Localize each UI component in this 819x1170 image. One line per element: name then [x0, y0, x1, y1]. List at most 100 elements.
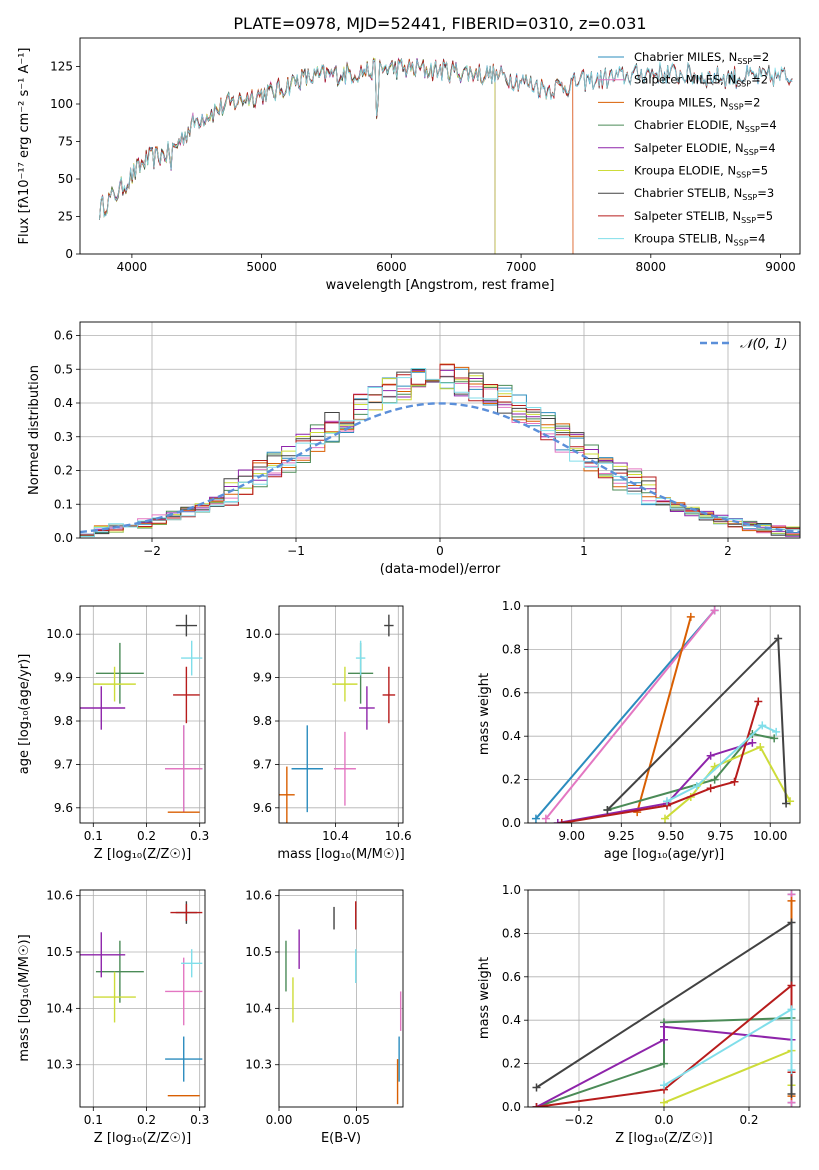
data-point	[95, 940, 144, 1003]
plus-marker	[772, 727, 781, 736]
y-tick-label: 10.3	[46, 1058, 73, 1072]
y-tick-label: 0.0	[54, 531, 73, 545]
weight-line	[545, 609, 716, 820]
panel-age_vs_mass: 10.4 10.6 9.6 9.7 9.8 9.9 10.0 mass [log₁₀(M/M☉…	[245, 605, 412, 862]
plot-area	[80, 614, 203, 813]
y-axis-label: age [log₁₀(age/yr)]	[17, 654, 32, 775]
x-axis-label: (data-model)/error	[380, 562, 501, 577]
data-point	[332, 666, 358, 702]
legend-label: Kroupa ELODIE, NSSP=5	[634, 164, 768, 180]
x-tick-label: 0.3	[190, 829, 209, 843]
x-axis-label: age [log₁₀(age/yr)]	[604, 847, 725, 862]
y-tick-label: 10.4	[245, 1001, 272, 1015]
x-tick-label: 5000	[246, 260, 277, 274]
data-point	[165, 1036, 203, 1082]
y-tick-label: 9.9	[253, 671, 272, 685]
x-tick-label: 0.3	[190, 1113, 209, 1127]
weight-line	[663, 1049, 793, 1104]
y-tick-label: 1.0	[502, 883, 521, 897]
legend-label: Chabrier STELIB, NSSP=3	[634, 186, 774, 202]
data-point	[181, 640, 203, 676]
x-tick-label: 0.00	[266, 1113, 293, 1127]
plus-marker	[787, 918, 796, 927]
plot-area	[285, 901, 402, 1105]
x-axis-label: wavelength [Angstrom, rest frame]	[326, 278, 555, 293]
x-tick-label: 9.25	[608, 829, 635, 843]
legend-label: Chabrier MILES, NSSP=2	[634, 50, 769, 66]
legend-label: Chabrier ELODIE, NSSP=4	[634, 118, 777, 134]
y-tick-label: 0	[65, 247, 73, 261]
y-tick-label: 9.6	[54, 801, 73, 815]
y-tick-label: 125	[50, 60, 73, 74]
gaussian-curve	[80, 402, 800, 534]
y-tick-label: 0.4	[502, 729, 521, 743]
axes-frame	[79, 889, 206, 1108]
plot-area	[99, 57, 793, 254]
axes-frame	[527, 605, 801, 824]
y-tick-label: 10.6	[46, 889, 73, 903]
plus-marker	[531, 814, 540, 823]
x-tick-label: 10.4	[322, 829, 349, 843]
panel-weight_vs_age: 9.00 9.25 9.50 9.75 10.00 0.0 0.2 0.4 0.6 0.8 1.0 a…	[477, 599, 801, 862]
plus-marker	[553, 819, 562, 823]
axes-frame	[79, 605, 206, 824]
legend-label: Salpeter STELIB, NSSP=5	[634, 209, 773, 225]
data-point	[173, 666, 200, 724]
panel-mass_vs_Z: 0.1 0.2 0.3 10.3 10.4 10.5 10.6 Z [log₁₀(Z/Z☉)]…	[17, 889, 209, 1146]
y-tick-label: 0.3	[54, 430, 73, 444]
x-tick-label: 0	[436, 544, 444, 558]
panel-weight_vs_Z: −0.2 0.0 0.2 0.0 0.2 0.4 0.6 0.8 1.0 Z [log₁₀(Z/Z…	[477, 883, 801, 1146]
plus-marker	[557, 819, 566, 823]
y-tick-label: 50	[58, 172, 73, 186]
plus-marker	[532, 1103, 541, 1107]
x-axis-label: mass [log₁₀(M/M☉)]	[277, 847, 404, 862]
y-tick-label: 100	[50, 97, 73, 111]
plus-marker	[710, 775, 719, 784]
legend-label: Kroupa STELIB, NSSP=4	[634, 232, 765, 248]
y-tick-label: 0.6	[54, 329, 73, 343]
legend-label: Kroupa MILES, NSSP=2	[634, 95, 760, 111]
y-tick-label: 10.6	[245, 889, 272, 903]
x-axis-label: Z [log₁₀(Z/Z☉)]	[94, 1131, 191, 1146]
x-tick-label: 0.2	[137, 1113, 156, 1127]
data-point	[181, 949, 203, 978]
legend-label: Salpeter MILES, NSSP=2	[634, 73, 768, 89]
legend-label: Salpeter ELODIE, NSSP=4	[634, 141, 776, 157]
y-tick-label: 1.0	[502, 599, 521, 613]
y-tick-label: 0.4	[54, 396, 73, 410]
plus-marker	[660, 814, 669, 823]
y-tick-label: 0.2	[502, 773, 521, 787]
plus-marker	[710, 606, 719, 615]
spectrum-line	[99, 58, 574, 254]
x-tick-label: 0.05	[343, 1113, 370, 1127]
y-axis-label: Normed distribution	[27, 365, 42, 495]
y-tick-label: 0.0	[502, 1100, 521, 1114]
y-tick-label: 0.2	[54, 464, 73, 478]
y-tick-label: 9.8	[54, 714, 73, 728]
data-point	[175, 614, 198, 637]
x-tick-label: 0.2	[137, 829, 156, 843]
x-tick-label: 0.0	[654, 1113, 673, 1127]
weight-line	[557, 741, 753, 823]
panel-age_vs_Z: 0.1 0.2 0.3 9.6 9.7 9.8 9.9 10.0 Z [log₁₀(Z/Z☉)]…	[17, 605, 209, 862]
x-axis-label: E(B-V)	[321, 1131, 361, 1146]
x-tick-label: 9.00	[558, 829, 585, 843]
y-tick-label: 0.4	[502, 1013, 521, 1027]
y-axis-label: mass weight	[477, 673, 492, 755]
y-tick-label: 0.5	[54, 362, 73, 376]
y-tick-label: 0.6	[502, 686, 521, 700]
plus-marker	[706, 784, 715, 793]
data-point	[95, 642, 144, 704]
y-tick-label: 10.4	[46, 1001, 73, 1015]
x-tick-label: 8000	[636, 260, 667, 274]
axes-frame	[527, 889, 801, 1108]
data-point	[279, 766, 295, 823]
plus-marker	[787, 981, 796, 990]
plus-marker	[686, 612, 695, 621]
plus-marker	[660, 1035, 668, 1044]
x-tick-label: 9.50	[658, 829, 685, 843]
weight-line	[636, 616, 692, 813]
plot-area	[80, 363, 800, 538]
data-point	[384, 614, 394, 637]
